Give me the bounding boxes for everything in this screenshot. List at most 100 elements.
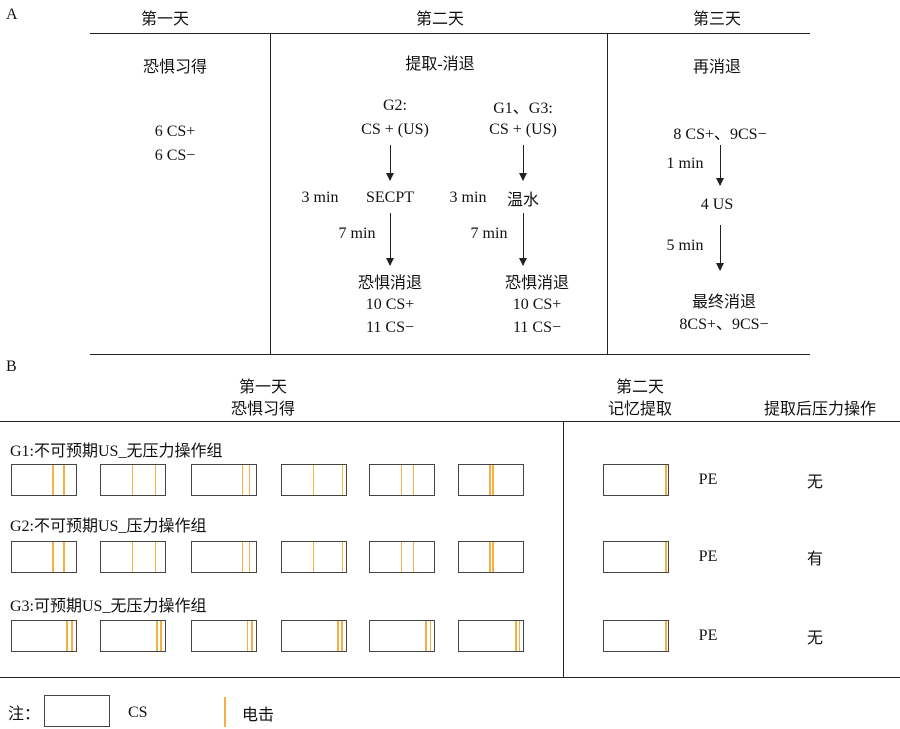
shock-line [154, 542, 157, 572]
shock-line [248, 465, 251, 495]
manipulation: SECPT [365, 189, 415, 206]
cs-trial-box [100, 620, 166, 652]
trials: 8 CS+、9CS− [673, 126, 767, 143]
shock-line [131, 542, 134, 572]
retrieval-box [603, 464, 669, 496]
panel-b-label: B [6, 358, 17, 375]
group-label: G2:不可预期US_压力操作组 [10, 518, 207, 535]
cs-trial-box [281, 464, 347, 496]
delay: 1 min [666, 155, 704, 172]
day1-trials: 6 CS+ [154, 123, 196, 140]
col-header: 恐惧习得 [230, 401, 296, 418]
cs-trial-box [100, 541, 166, 573]
shock-line [429, 621, 432, 651]
shock-line [341, 621, 343, 651]
panel-a-label: A [6, 6, 18, 23]
delay: 7 min [470, 225, 508, 242]
divider [0, 421, 900, 422]
phase: 恐惧消退 [504, 275, 570, 292]
shock-line [337, 621, 339, 651]
trials: 8CS+、9CS− [679, 316, 769, 333]
shock-line [341, 465, 344, 495]
retrieval-label: PE [698, 548, 718, 565]
cue: CS + (US) [489, 121, 557, 138]
cs-trial-box [100, 464, 166, 496]
cue: CS + (US) [361, 121, 429, 138]
retrieval-box [603, 620, 669, 652]
day1-title: 恐惧习得 [142, 59, 208, 76]
divider [0, 677, 900, 678]
legend-note: 注： [8, 706, 41, 723]
shock-line [425, 621, 427, 651]
arrow-icon [716, 145, 724, 186]
group-label: G3:可预期US_无压力操作组 [10, 598, 207, 615]
cs-trial-box [369, 464, 435, 496]
legend-shock-line [224, 697, 226, 727]
shock-line [492, 542, 494, 572]
retrieval-label: PE [698, 471, 718, 488]
delay: 3 min [301, 189, 339, 206]
shock-line [400, 542, 403, 572]
col-header: 第二天 [615, 379, 665, 396]
delay: 5 min [666, 237, 704, 254]
col-header: 提取后压力操作 [763, 401, 877, 418]
cs-trial-box [369, 620, 435, 652]
arrow-icon [519, 213, 527, 266]
day1-header: 第一天 [140, 11, 190, 28]
shock-line [52, 465, 54, 495]
shock-line [52, 542, 54, 572]
cs-trial-box [191, 620, 257, 652]
stress-label: 无 [806, 474, 824, 491]
cs-trial-box [11, 541, 77, 573]
cs-trial-box [11, 620, 77, 652]
shock-line [241, 465, 244, 495]
day1-trials: 6 CS− [154, 147, 196, 164]
arrow-icon [519, 145, 527, 181]
divider [607, 33, 608, 354]
shock-line [241, 542, 244, 572]
trials: 10 CS+ [512, 296, 562, 313]
shock-line [412, 542, 415, 572]
phase: 最终消退 [691, 294, 757, 311]
shock-line [489, 542, 491, 572]
shock-line [66, 621, 68, 651]
col-header: 记忆提取 [607, 401, 673, 418]
shock-line [156, 621, 158, 651]
cs-trial-box [191, 541, 257, 573]
cs-trial-box [369, 541, 435, 573]
shock-line [489, 465, 491, 495]
col-header: 第一天 [238, 379, 288, 396]
shock-line [400, 465, 403, 495]
us: 4 US [700, 196, 734, 213]
day2-header: 第二天 [415, 11, 465, 28]
trials: 11 CS− [366, 319, 414, 336]
shock-line [131, 465, 134, 495]
arrow-icon [716, 225, 724, 271]
shock-line [251, 621, 253, 651]
shock-line [515, 621, 517, 651]
group-label: G1:不可预期US_无压力操作组 [10, 443, 223, 460]
stress-label: 无 [806, 630, 824, 647]
phase: 恐惧消退 [357, 275, 423, 292]
cs-trial-box [458, 464, 524, 496]
arrow-icon [386, 145, 394, 181]
shock-line [341, 542, 344, 572]
cs-trial-box [281, 541, 347, 573]
shock-line [665, 621, 667, 651]
retrieval-label: PE [698, 627, 718, 644]
arrow-icon [386, 213, 394, 266]
day3-header: 第三天 [692, 11, 742, 28]
shock-line [246, 621, 249, 651]
legend-cs-box [44, 695, 110, 727]
cs-trial-box [11, 464, 77, 496]
shock-line [71, 621, 73, 651]
delay: 7 min [338, 225, 376, 242]
retrieval-box [603, 541, 669, 573]
legend-shock-label: 电击 [242, 707, 275, 724]
shock-line [518, 621, 521, 651]
shock-line [312, 542, 315, 572]
shock-line [154, 465, 157, 495]
divider [270, 33, 271, 354]
shock-line [665, 542, 667, 572]
